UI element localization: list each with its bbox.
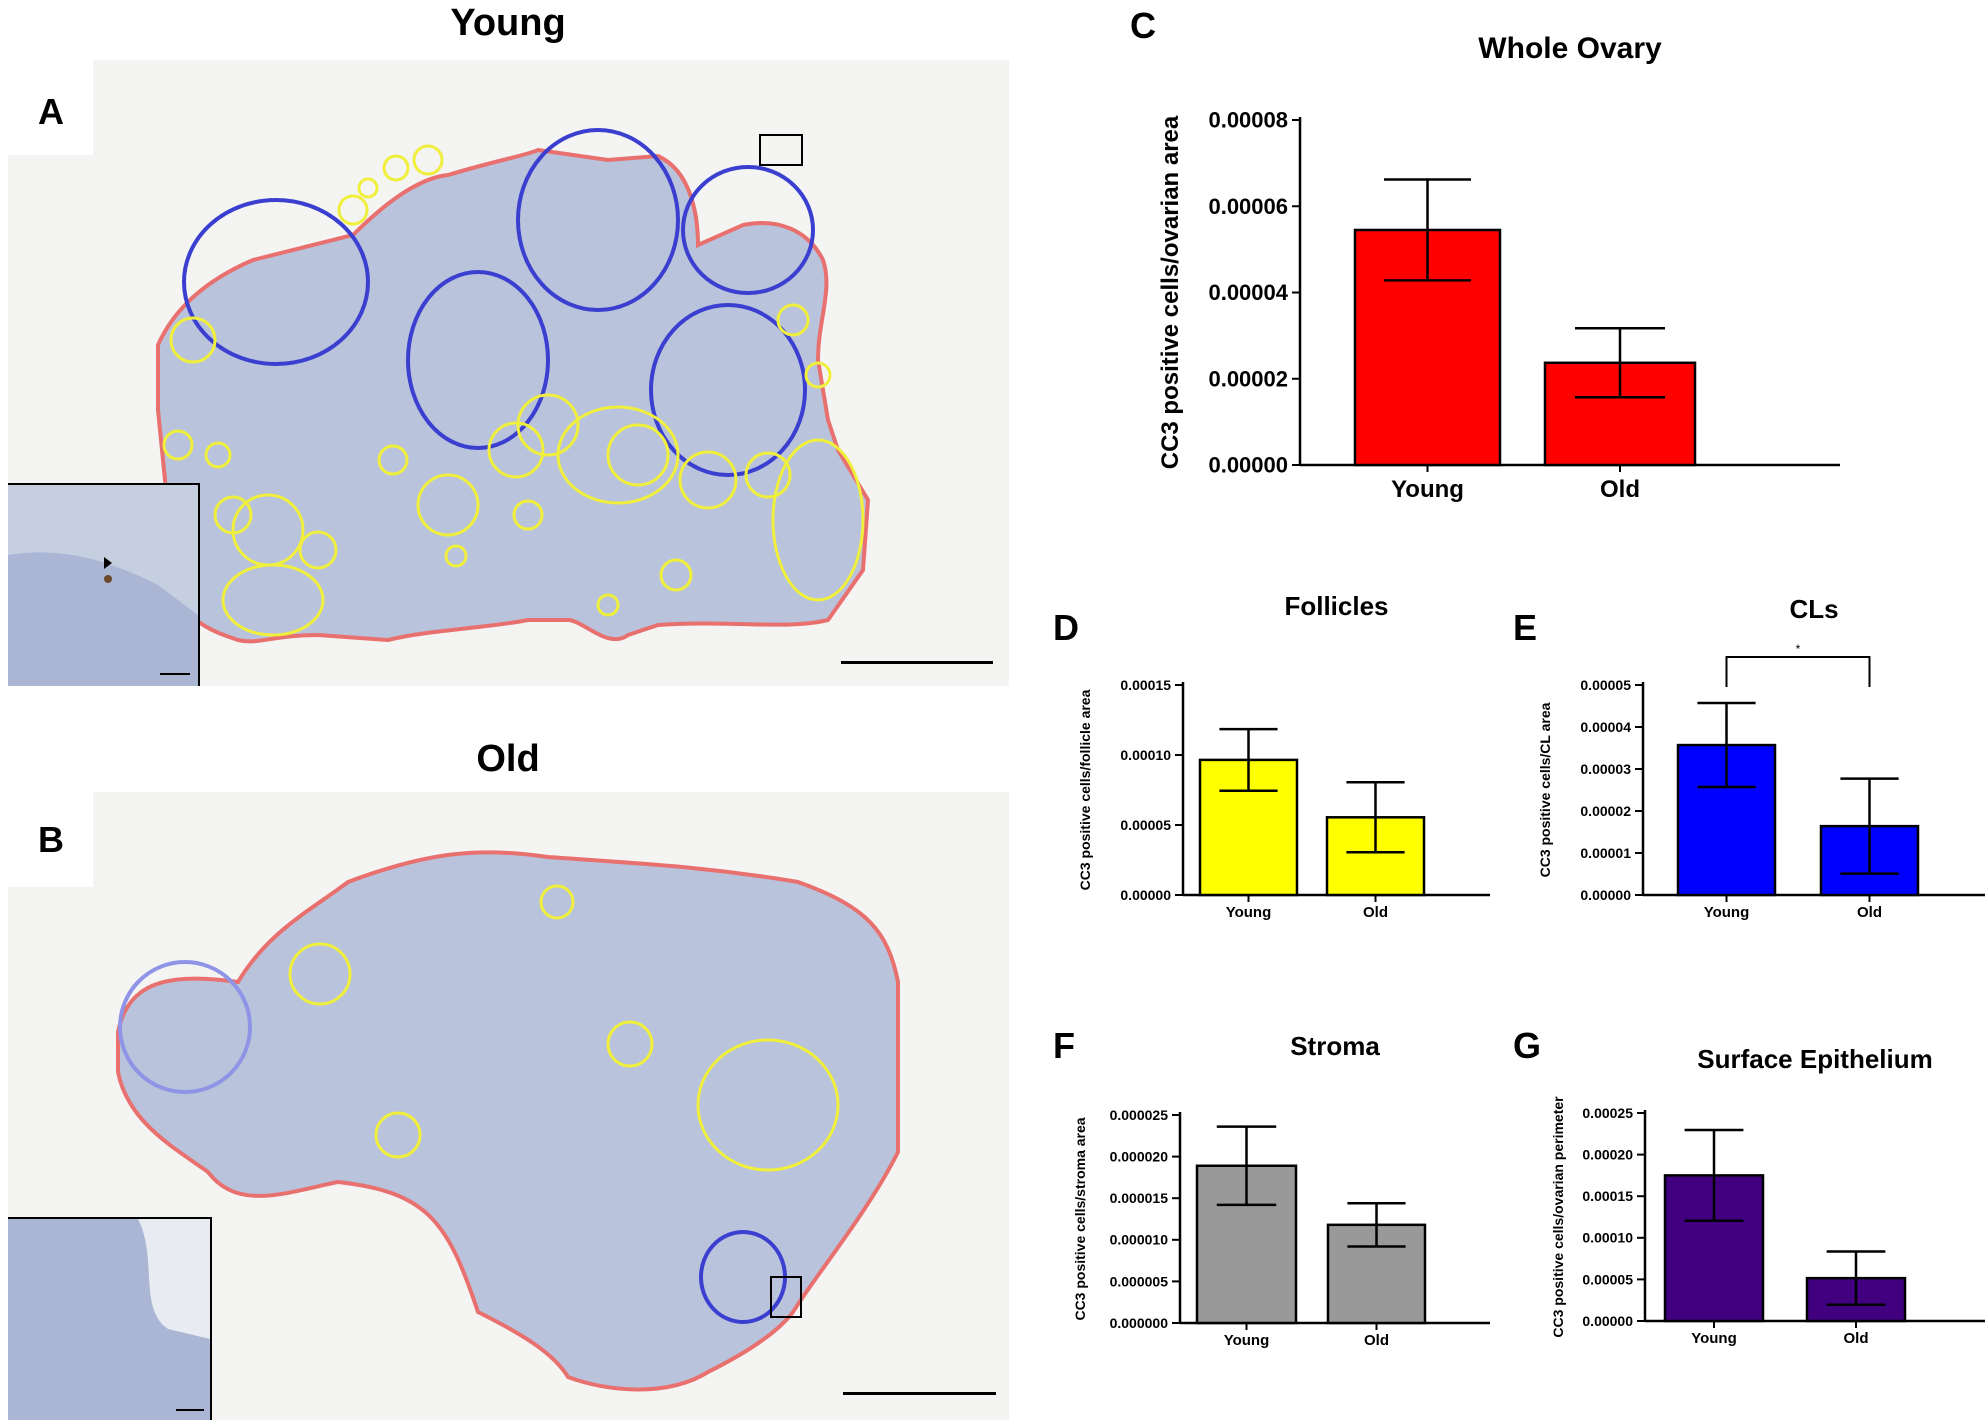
panel-a-label-tile — [8, 60, 93, 155]
panel-g-label: G — [1513, 1025, 1542, 1066]
young-ovary-micrograph: A — [8, 60, 1009, 686]
cl-outline — [649, 303, 807, 477]
chart-surface-epithelium: Surface Epithelium CC3 positive cells/ova… — [1550, 1044, 1985, 1347]
y-tick-label: 0.00002 — [1580, 803, 1631, 819]
young-inset-drawing — [8, 552, 198, 686]
old-ovary-drawing — [116, 850, 900, 1392]
inset-region-marker — [759, 134, 803, 166]
y-tick-label: 0.00000 — [1580, 887, 1631, 903]
y-tick-label: 0.00015 — [1120, 677, 1171, 693]
significance-bracket — [1725, 656, 1871, 687]
chart-title: Stroma — [1290, 1031, 1380, 1061]
category-label: Young — [1224, 1332, 1270, 1349]
panel-b-label: B — [38, 819, 64, 860]
follicle-outlines — [288, 884, 840, 1172]
y-tick-label: 0.00005 — [1120, 817, 1171, 833]
y-axis-label: CC3 positive cells/ovarian area — [1157, 115, 1184, 469]
y-tick-label: 0.00002 — [1208, 366, 1288, 391]
y-tick-label: 0.000015 — [1110, 1190, 1169, 1206]
y-tick-label: 0.00004 — [1208, 280, 1288, 305]
young-inset-magnified — [8, 483, 200, 686]
panel-f-label: F — [1053, 1025, 1075, 1066]
y-axis-label: CC3 positive cells/stroma area — [1072, 1117, 1088, 1320]
cl-outline — [516, 128, 680, 312]
chart-cls: CLs CC3 positive cells/CL area 0.00000 0.00… — [1537, 594, 1985, 921]
y-tick-label: 0.00006 — [1208, 194, 1288, 219]
old-inset-drawing — [8, 1219, 210, 1420]
y-tick-label: 0.00015 — [1582, 1188, 1633, 1204]
y-tick-label: 0.00000 — [1582, 1313, 1633, 1329]
panel-b-title: Old — [476, 738, 540, 780]
chart-title: Follicles — [1284, 591, 1388, 621]
cl-outline — [118, 960, 252, 1094]
y-tick-label: 0.00020 — [1582, 1147, 1633, 1163]
inset-region-marker — [770, 1276, 802, 1318]
category-label: Young — [1226, 904, 1272, 921]
panel-e-label: E — [1513, 607, 1538, 648]
y-tick-label: 0.00010 — [1582, 1230, 1633, 1246]
y-tick-label: 0.00000 — [1120, 887, 1171, 903]
y-axis-label: CC3 positive cells/ovarian perimeter — [1550, 1096, 1566, 1338]
panel-a-label: A — [38, 91, 64, 132]
y-tick-label: 0.00005 — [1582, 1271, 1633, 1287]
category-label: Old — [1364, 1332, 1389, 1349]
y-tick-label: 0.00001 — [1580, 845, 1631, 861]
y-axis-label: CC3 positive cells/CL area — [1537, 702, 1553, 877]
cl-outline — [406, 270, 550, 450]
y-tick-label: 0.00025 — [1582, 1105, 1633, 1121]
y-tick-label: 0.00005 — [1580, 677, 1631, 693]
cl-outline — [681, 165, 815, 295]
y-tick-label: 0.000025 — [1110, 1107, 1169, 1123]
y-tick-label: 0.00010 — [1120, 747, 1171, 763]
category-label: Old — [1857, 904, 1882, 921]
y-tick-label: 0.00003 — [1580, 761, 1631, 777]
y-tick-label: 0.00008 — [1208, 108, 1288, 133]
category-label: Old — [1363, 904, 1388, 921]
category-label: Young — [1391, 476, 1464, 503]
young-ovary-drawing — [156, 128, 871, 644]
y-tick-label: 0.00004 — [1580, 719, 1631, 735]
cl-outline — [182, 198, 370, 366]
chart-follicles: Follicles CC3 positive cells/follicle are… — [1077, 591, 1490, 921]
chart-stroma: Stroma CC3 positive cells/stroma area 0.00… — [1072, 1031, 1490, 1349]
category-label: Old — [1844, 1330, 1869, 1347]
y-tick-label: 0.000010 — [1110, 1232, 1169, 1248]
y-tick-label: 0.000000 — [1110, 1315, 1169, 1331]
follicle-outlines — [162, 144, 865, 637]
old-inset-magnified — [8, 1217, 212, 1420]
y-tick-label: 0.00000 — [1208, 453, 1288, 478]
panel-d-label: D — [1053, 607, 1079, 648]
panel-c-label: C — [1130, 5, 1156, 46]
significance-marker: * — [1796, 642, 1801, 656]
category-label: Young — [1704, 904, 1750, 921]
panel-a-title: Young — [450, 2, 566, 44]
chart-title: Whole Ovary — [1478, 32, 1662, 65]
old-ovary-micrograph: B — [8, 792, 1009, 1420]
scale-bar — [841, 661, 993, 664]
y-tick-label: 0.000005 — [1110, 1273, 1169, 1289]
y-tick-label: 0.000020 — [1110, 1149, 1169, 1165]
old-ovary-tissue — [116, 850, 900, 1392]
category-label: Old — [1600, 476, 1640, 503]
y-axis-label: CC3 positive cells/follicle area — [1077, 689, 1093, 890]
chart-whole-ovary: Whole Ovary CC3 positive cells/ovarian ar… — [1157, 32, 1840, 503]
scale-bar — [843, 1392, 996, 1395]
panel-b-label-tile — [8, 792, 93, 887]
young-ovary-tissue — [156, 147, 871, 644]
chart-title: Surface Epithelium — [1697, 1044, 1933, 1074]
category-label: Young — [1691, 1330, 1737, 1347]
chart-title: CLs — [1789, 594, 1838, 624]
